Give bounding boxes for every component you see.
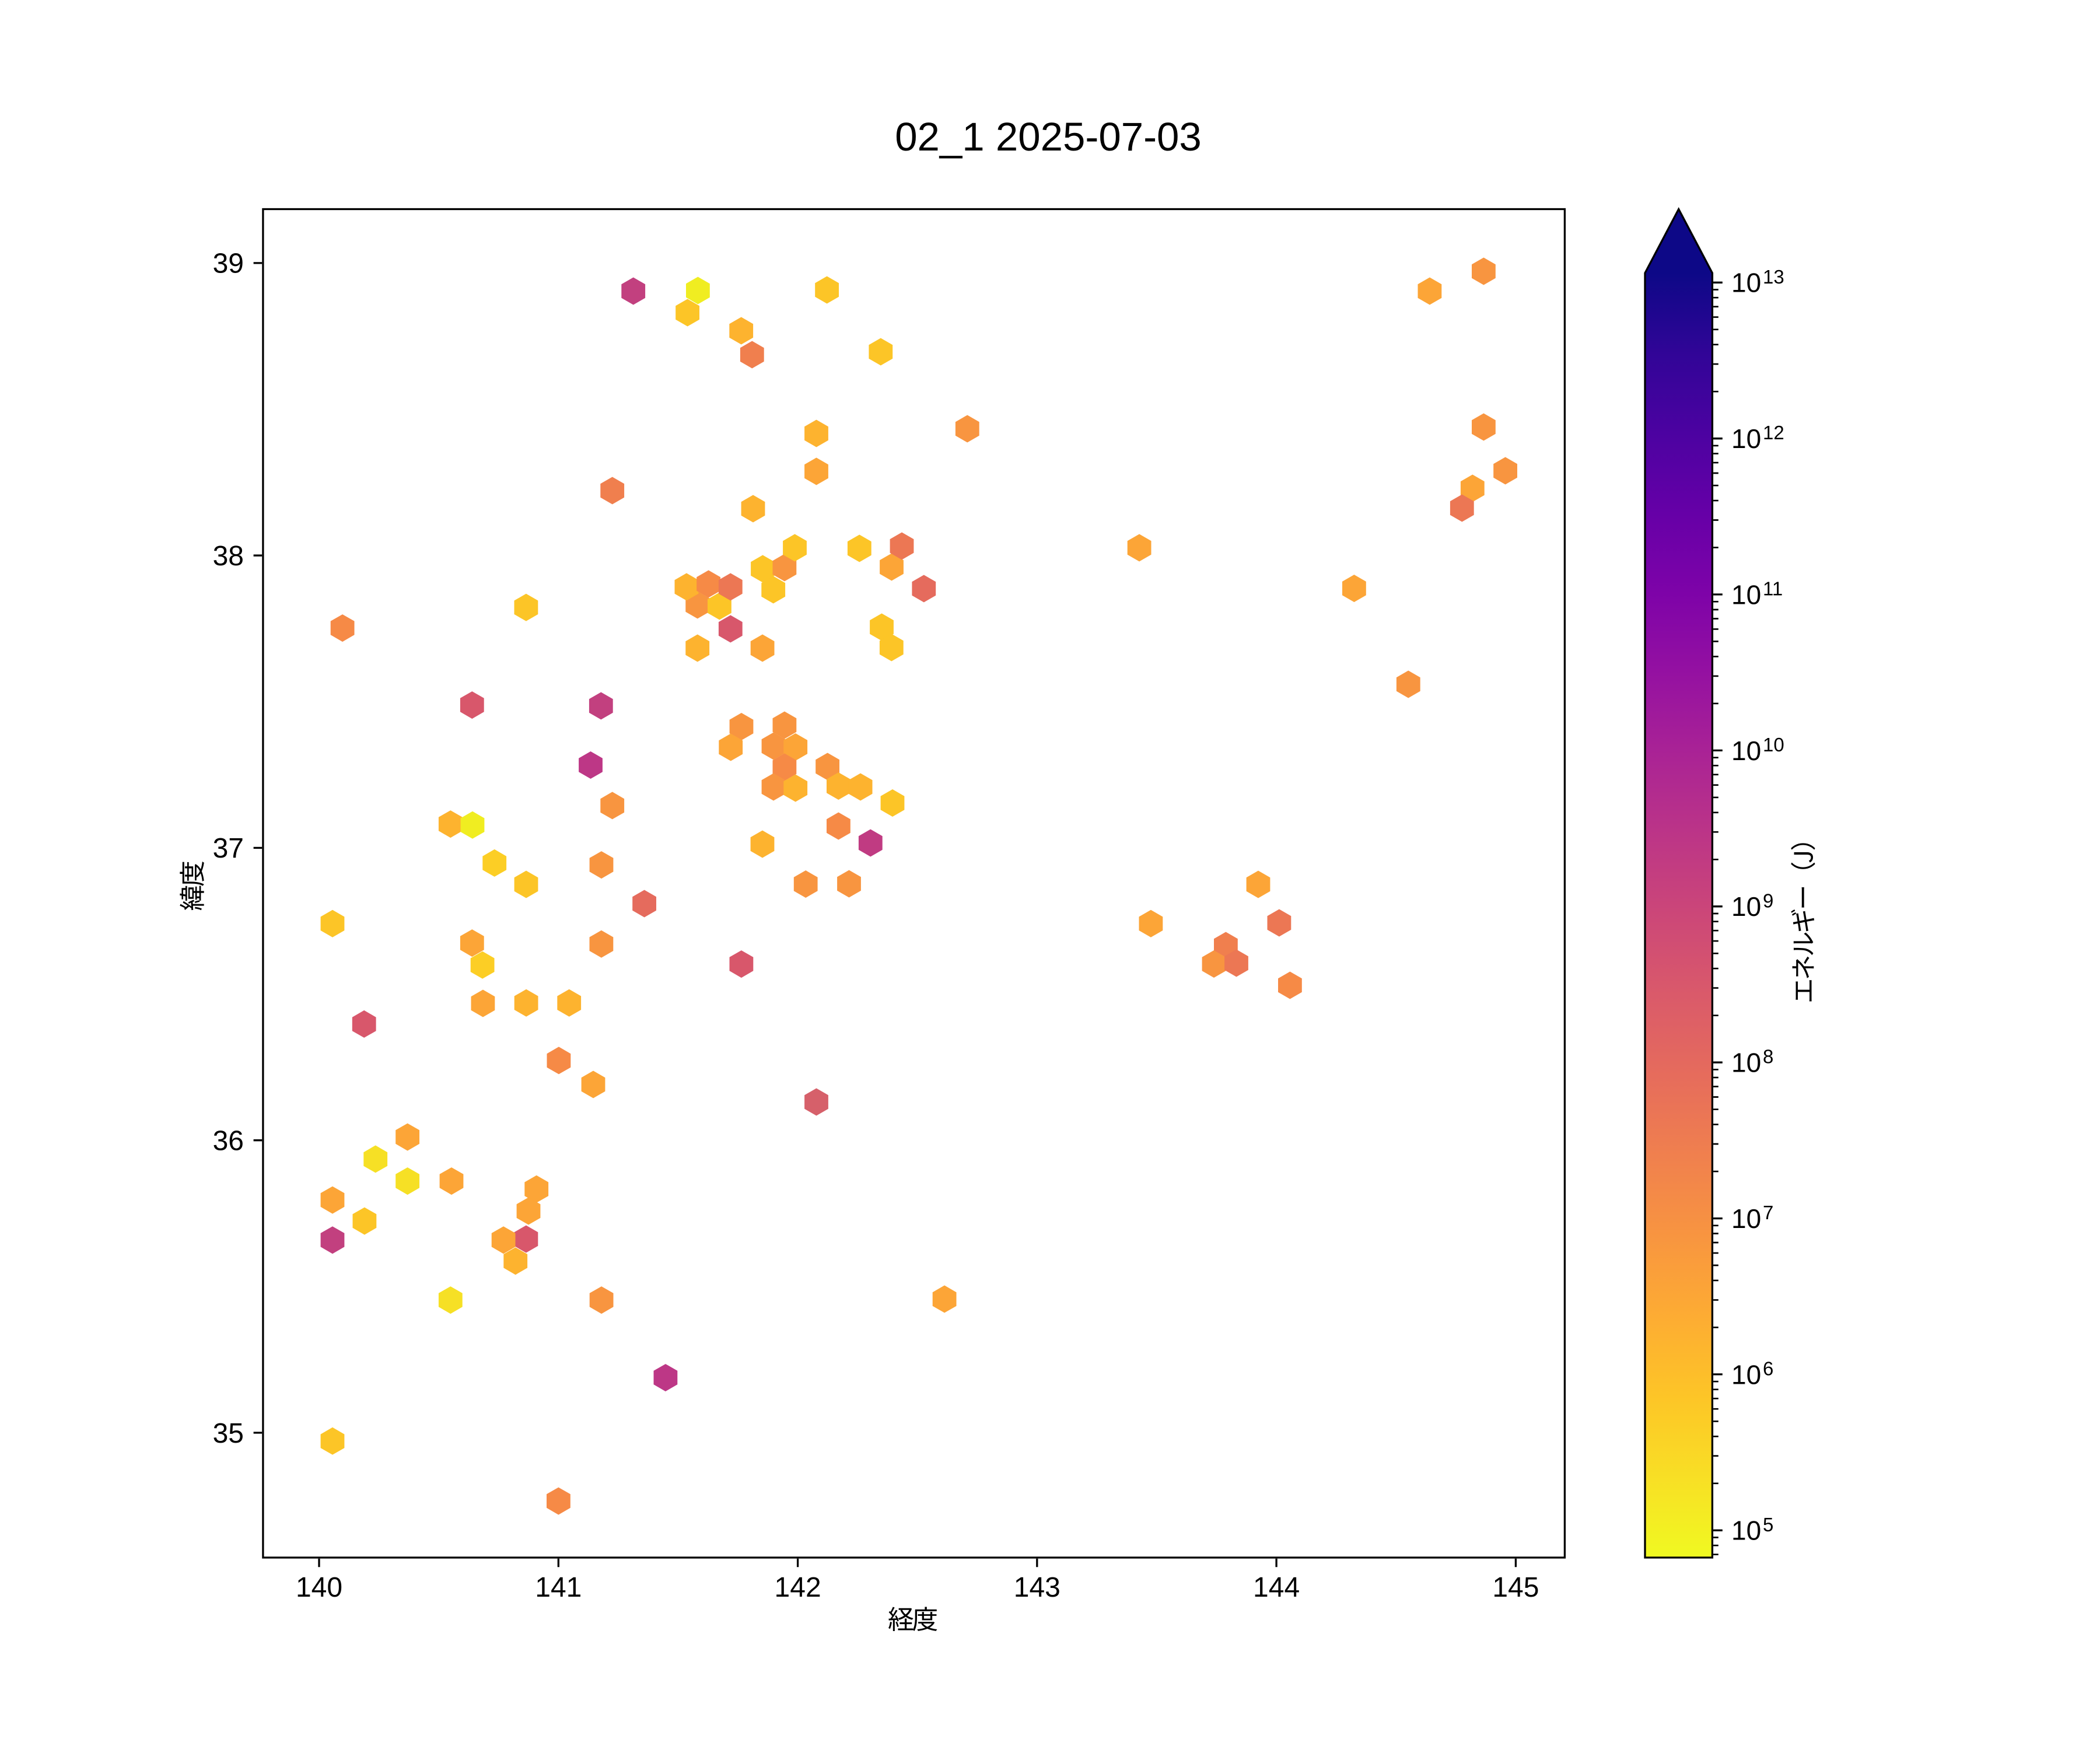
svg-text:10: 10 <box>1731 1359 1761 1390</box>
svg-text:39: 39 <box>213 249 244 279</box>
svg-text:38: 38 <box>213 541 244 572</box>
svg-text:10: 10 <box>1731 268 1761 298</box>
svg-text:36: 36 <box>213 1126 244 1157</box>
svg-text:7: 7 <box>1763 1202 1773 1223</box>
svg-text:144: 144 <box>1253 1572 1300 1603</box>
svg-text:6: 6 <box>1763 1357 1773 1379</box>
svg-text:12: 12 <box>1763 422 1784 443</box>
svg-text:143: 143 <box>1014 1572 1060 1603</box>
svg-text:9: 9 <box>1763 890 1773 911</box>
svg-text:10: 10 <box>1731 580 1761 610</box>
svg-text:145: 145 <box>1492 1572 1539 1603</box>
svg-text:10: 10 <box>1763 734 1784 755</box>
svg-text:02_1 2025-07-03: 02_1 2025-07-03 <box>895 114 1202 159</box>
svg-text:11: 11 <box>1763 578 1783 600</box>
svg-text:10: 10 <box>1731 1203 1761 1234</box>
svg-text:5: 5 <box>1763 1514 1773 1535</box>
svg-text:13: 13 <box>1763 266 1784 288</box>
svg-text:35: 35 <box>213 1418 244 1449</box>
svg-text:8: 8 <box>1763 1046 1773 1068</box>
svg-text:10: 10 <box>1731 424 1761 454</box>
svg-text:142: 142 <box>775 1572 821 1603</box>
svg-text:10: 10 <box>1731 736 1761 766</box>
svg-text:10: 10 <box>1731 1048 1761 1078</box>
svg-text:141: 141 <box>535 1572 582 1603</box>
svg-text:10: 10 <box>1731 1516 1761 1546</box>
svg-text:10: 10 <box>1731 891 1761 922</box>
svg-text:37: 37 <box>213 833 244 864</box>
svg-text:140: 140 <box>296 1572 342 1603</box>
